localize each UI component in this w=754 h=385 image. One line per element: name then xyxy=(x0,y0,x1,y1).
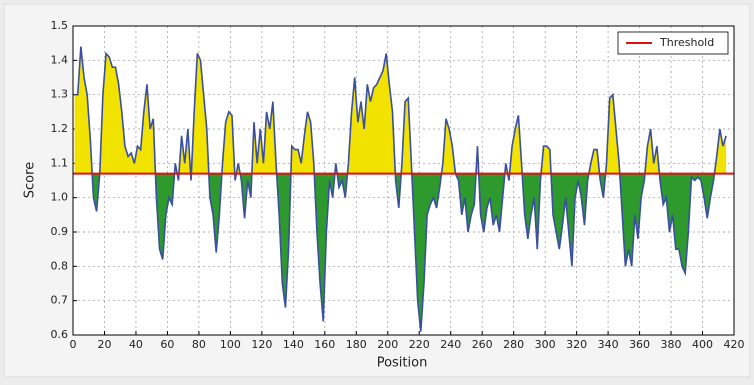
y-tick-label: 0.6 xyxy=(51,328,69,341)
x-tick-label: 20 xyxy=(97,338,111,351)
area-below-threshold xyxy=(92,173,715,332)
y-tick-label: 1.4 xyxy=(51,53,69,66)
x-tick-label: 360 xyxy=(629,338,650,351)
y-tick-label: 1.3 xyxy=(51,88,69,101)
y-tick-label: 1.1 xyxy=(51,156,69,169)
x-tick-label: 80 xyxy=(192,338,206,351)
x-tick-label: 120 xyxy=(251,338,272,351)
x-tick-label: 400 xyxy=(692,338,713,351)
legend-label: Threshold xyxy=(659,36,714,49)
y-tick-label: 1.2 xyxy=(51,122,69,135)
x-tick-label: 340 xyxy=(598,338,619,351)
x-tick-label: 240 xyxy=(440,338,461,351)
x-tick-label: 40 xyxy=(129,338,143,351)
x-tick-label: 280 xyxy=(503,338,524,351)
x-tick-label: 380 xyxy=(661,338,682,351)
y-axis-label: Score xyxy=(23,162,38,198)
x-axis-label: Position xyxy=(377,356,428,371)
y-tick-label: 0.7 xyxy=(51,294,69,307)
x-tick-label: 0 xyxy=(70,338,77,351)
x-tick-label: 420 xyxy=(724,338,745,351)
y-tick-label: 1.0 xyxy=(51,191,69,204)
score-line xyxy=(74,46,727,332)
y-tick-label: 0.8 xyxy=(51,259,69,272)
legend-box xyxy=(617,31,729,55)
x-tick-label: 60 xyxy=(160,338,174,351)
x-tick-label: 220 xyxy=(409,338,430,351)
x-tick-label: 320 xyxy=(566,338,587,351)
x-tick-label: 180 xyxy=(346,338,367,351)
x-tick-label: 260 xyxy=(472,338,493,351)
y-tick-label: 1.5 xyxy=(51,19,69,32)
x-tick-label: 160 xyxy=(314,338,335,351)
y-tick-label: 0.9 xyxy=(51,225,69,238)
x-tick-label: 140 xyxy=(283,338,304,351)
x-tick-label: 200 xyxy=(377,338,398,351)
x-tick-label: 300 xyxy=(535,338,556,351)
x-tick-label: 100 xyxy=(220,338,241,351)
plot-border xyxy=(72,25,735,336)
